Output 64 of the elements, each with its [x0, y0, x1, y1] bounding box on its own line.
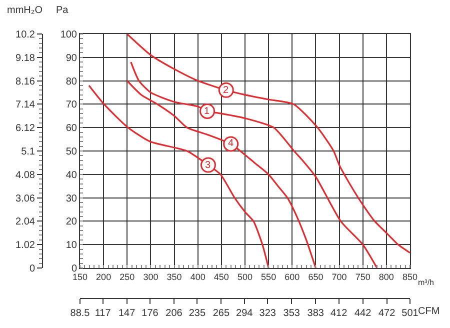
y2-tick-label: 0 — [29, 264, 36, 274]
y-tick-label: 50 — [66, 146, 78, 158]
x-tick-label: 200 — [96, 272, 112, 282]
x2-tick-label: 88.5 — [70, 308, 90, 319]
y2-tick-label: 8.16 — [16, 76, 36, 88]
x2-tick-label: 147 — [118, 308, 136, 319]
x2-tick-label: 501 — [402, 308, 419, 319]
annotation: 4 — [228, 138, 234, 149]
x-tick-label: 850 — [402, 272, 418, 282]
y-tick-label: 90 — [66, 52, 78, 64]
x2-tick-label: 235 — [188, 308, 206, 319]
x-axis-title: m³/h — [418, 278, 434, 287]
y2-tick-label: 1.02 — [16, 240, 36, 252]
y2-tick-label: 5.1 — [21, 146, 36, 158]
annotation: 3 — [205, 160, 211, 171]
x2-tick-label: 176 — [142, 308, 159, 319]
x-tick-label: 800 — [378, 272, 394, 282]
x-tick-label: 650 — [308, 272, 324, 282]
x2-axis-title: CFM — [418, 306, 440, 317]
x-tick-label: 450 — [214, 272, 229, 282]
y2-tick-label: 10.2 — [16, 30, 36, 40]
x-tick-label: 250 — [120, 272, 135, 282]
x-tick-label: 400 — [190, 272, 206, 282]
x2-tick-label: 353 — [283, 308, 300, 319]
line-series — [88, 84, 270, 268]
y-tick-label: 10 — [66, 240, 78, 252]
y2-tick-label: 3.06 — [16, 193, 36, 204]
y-tick-label: 0 — [71, 264, 78, 274]
x2-tick-label: 442 — [354, 308, 372, 319]
y-tick-label: 100 — [60, 30, 78, 40]
line-series — [130, 61, 378, 268]
y-tick-label: 80 — [66, 76, 78, 88]
x-tick-label: 150 — [72, 272, 88, 282]
y2-tick-label: 6.12 — [16, 123, 36, 134]
x-tick-label: 350 — [166, 272, 182, 282]
x-tick-label: 550 — [261, 272, 276, 282]
y2-tick-label: 4.08 — [16, 170, 36, 181]
x2-tick-label: 117 — [94, 308, 112, 319]
x2-tick-label: 383 — [307, 308, 324, 319]
annotation: 2 — [223, 85, 229, 96]
y-tick-label: 30 — [66, 193, 78, 204]
line-series — [126, 80, 317, 268]
y2-tick-label: 2.04 — [16, 216, 36, 228]
y2-axis-title: mmH₂O — [7, 5, 43, 16]
x2-tick-label: 206 — [166, 308, 183, 319]
y-axis-title: Pa — [56, 5, 69, 16]
y2-tick-label: 9.18 — [16, 52, 36, 64]
x-tick-label: 750 — [355, 272, 370, 282]
x2-tick-label: 294 — [236, 308, 254, 319]
line-series — [126, 34, 410, 254]
x-tick-label: 300 — [143, 272, 158, 282]
x-tick-label: 600 — [284, 272, 300, 282]
x2-tick-label: 412 — [330, 308, 348, 319]
y-tick-label: 60 — [66, 123, 78, 134]
y-tick-label: 20 — [66, 216, 78, 228]
y-tick-label: 70 — [66, 100, 78, 111]
x-tick-label: 700 — [332, 272, 347, 282]
y-tick-label: 40 — [66, 170, 78, 181]
annotation: 1 — [204, 106, 210, 117]
x2-tick-label: 323 — [259, 308, 276, 319]
x-tick-label: 500 — [237, 272, 253, 282]
x2-tick-label: 472 — [378, 308, 396, 319]
y2-tick-label: 7.14 — [16, 100, 36, 111]
x2-tick-label: 265 — [212, 308, 230, 319]
